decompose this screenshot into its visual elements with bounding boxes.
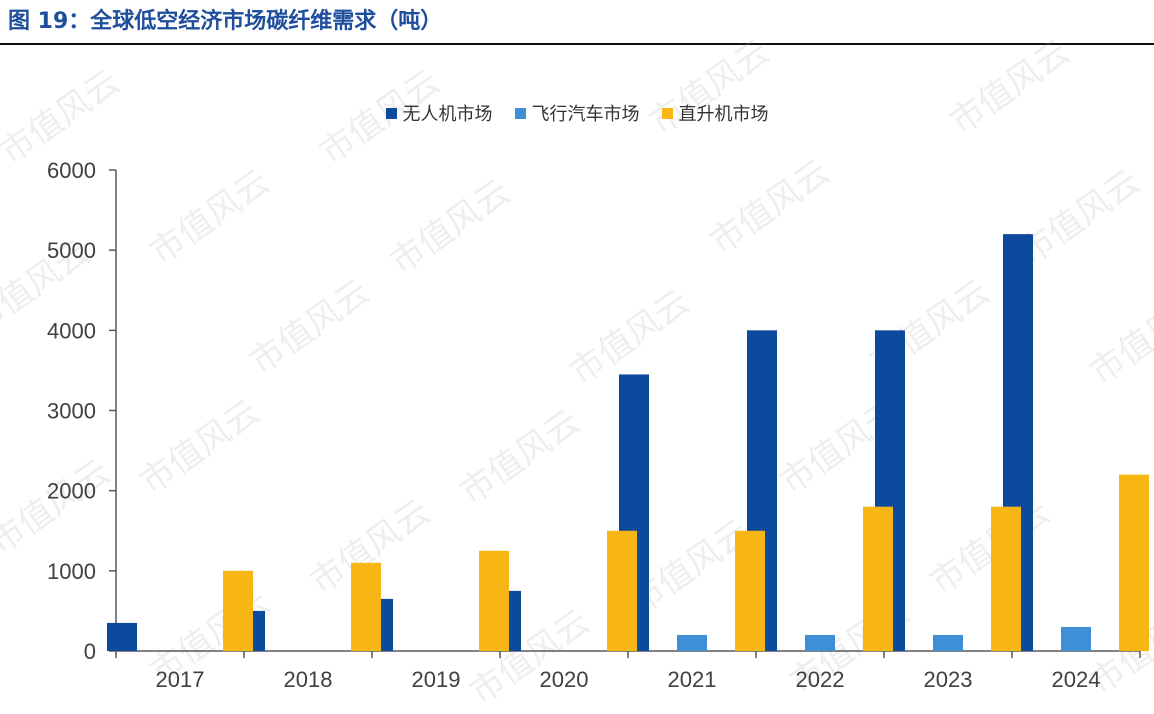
figure-title: 图 19：全球低空经济市场碳纤维需求（吨）	[8, 9, 443, 34]
y-tick-label: 0	[84, 639, 96, 664]
legend-swatch-helicopter	[661, 107, 673, 119]
bar-helicopter	[223, 570, 253, 651]
bar-flying-car	[933, 634, 963, 651]
legend-label-flying-car: 飞行汽车市场	[531, 104, 640, 125]
x-tick-label: 2023	[924, 667, 973, 692]
y-tick-label: 6000	[47, 158, 96, 183]
x-tick-label: 2017	[156, 667, 205, 692]
x-tick-label: 2022	[796, 667, 845, 692]
legend-item-helicopter: 直升机市场	[661, 100, 769, 126]
bar-helicopter	[351, 562, 381, 651]
bar-helicopter	[991, 506, 1021, 651]
bar-drone	[107, 622, 137, 651]
y-tick-label: 4000	[47, 318, 96, 343]
x-tick-label: 2021	[668, 667, 717, 692]
legend-swatch-flying-car	[514, 107, 526, 119]
x-tick-label: 2024	[1052, 667, 1101, 692]
x-tick-label: 2018	[284, 667, 333, 692]
bar-flying-car	[677, 634, 707, 651]
y-tick-label: 3000	[47, 399, 96, 424]
y-tick-label: 2000	[47, 479, 96, 504]
bar-helicopter	[735, 530, 765, 651]
y-tick-label: 1000	[47, 559, 96, 584]
bar-helicopter	[479, 550, 509, 651]
x-tick-label: 2019	[412, 667, 461, 692]
bar-helicopter	[1119, 474, 1149, 651]
bar-chart: 0 1000 2000 3000 4000 5000 6000 2017 2018 2019 202…	[47, 158, 1149, 692]
legend-label-helicopter: 直升机市场	[678, 104, 769, 125]
bar-helicopter	[863, 506, 893, 651]
x-tick-label: 2020	[540, 667, 589, 692]
chart-legend: 无人机市场 飞行汽车市场 直升机市场	[0, 98, 1154, 128]
bar-helicopter	[607, 530, 637, 651]
legend-swatch-drone	[385, 107, 397, 119]
legend-label-drone: 无人机市场	[402, 104, 493, 125]
bar-flying-car	[1061, 626, 1091, 651]
bar-flying-car	[805, 634, 835, 651]
y-tick-label: 5000	[47, 238, 96, 263]
legend-item-flying-car: 飞行汽车市场	[514, 100, 640, 126]
legend-item-drone: 无人机市场	[385, 100, 493, 126]
title-divider	[0, 43, 1154, 45]
